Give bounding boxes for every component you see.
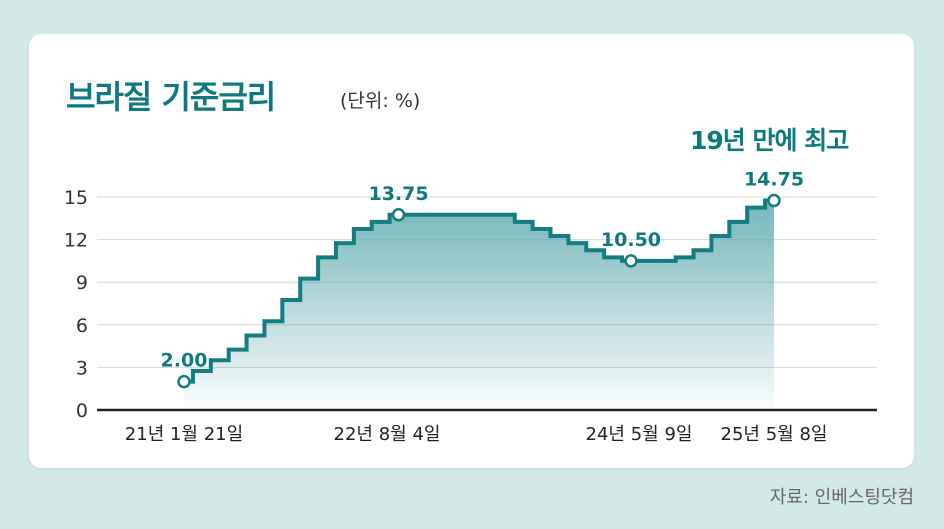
annotation-marker [767,193,781,208]
y-tick-label: 12 [64,230,88,252]
x-tick-label: 24년 5월 9일 [586,424,693,445]
y-tick-label: 0 [76,400,88,422]
x-tick-label: 21년 1월 21일 [125,424,243,445]
y-tick-label: 3 [76,357,88,379]
x-tick-label: 25년 5월 8일 [721,424,828,445]
y-tick-label: 15 [64,187,88,209]
rate-area [184,200,774,410]
annotation-marker [391,208,406,222]
y-tick-label: 6 [76,315,88,337]
unit-label: (단위: %) [340,90,421,112]
label-layer: 0 3 6 9 12 15 2.00 13.75 10.50 14.75 21년 1월 21일 22년… [64,169,828,445]
rate-line [184,198,774,384]
chart-title: 브라질 기준금리 [66,78,276,116]
marker-layer [177,193,781,389]
source-label: 자료: 인베스팅닷컴 [769,487,914,508]
area-layer [184,200,774,410]
annotation-marker [177,374,191,389]
value-label: 13.75 [368,183,428,205]
value-label: 2.00 [161,350,208,372]
value-label: 14.75 [744,169,804,191]
line-layer [184,198,774,384]
value-label: 10.50 [601,229,661,251]
annotation-marker [624,254,638,268]
highlight-annotation: 19년 만에 최고 [690,126,849,155]
y-tick-label: 9 [76,272,88,294]
x-tick-label: 22년 8월 4일 [334,424,441,445]
